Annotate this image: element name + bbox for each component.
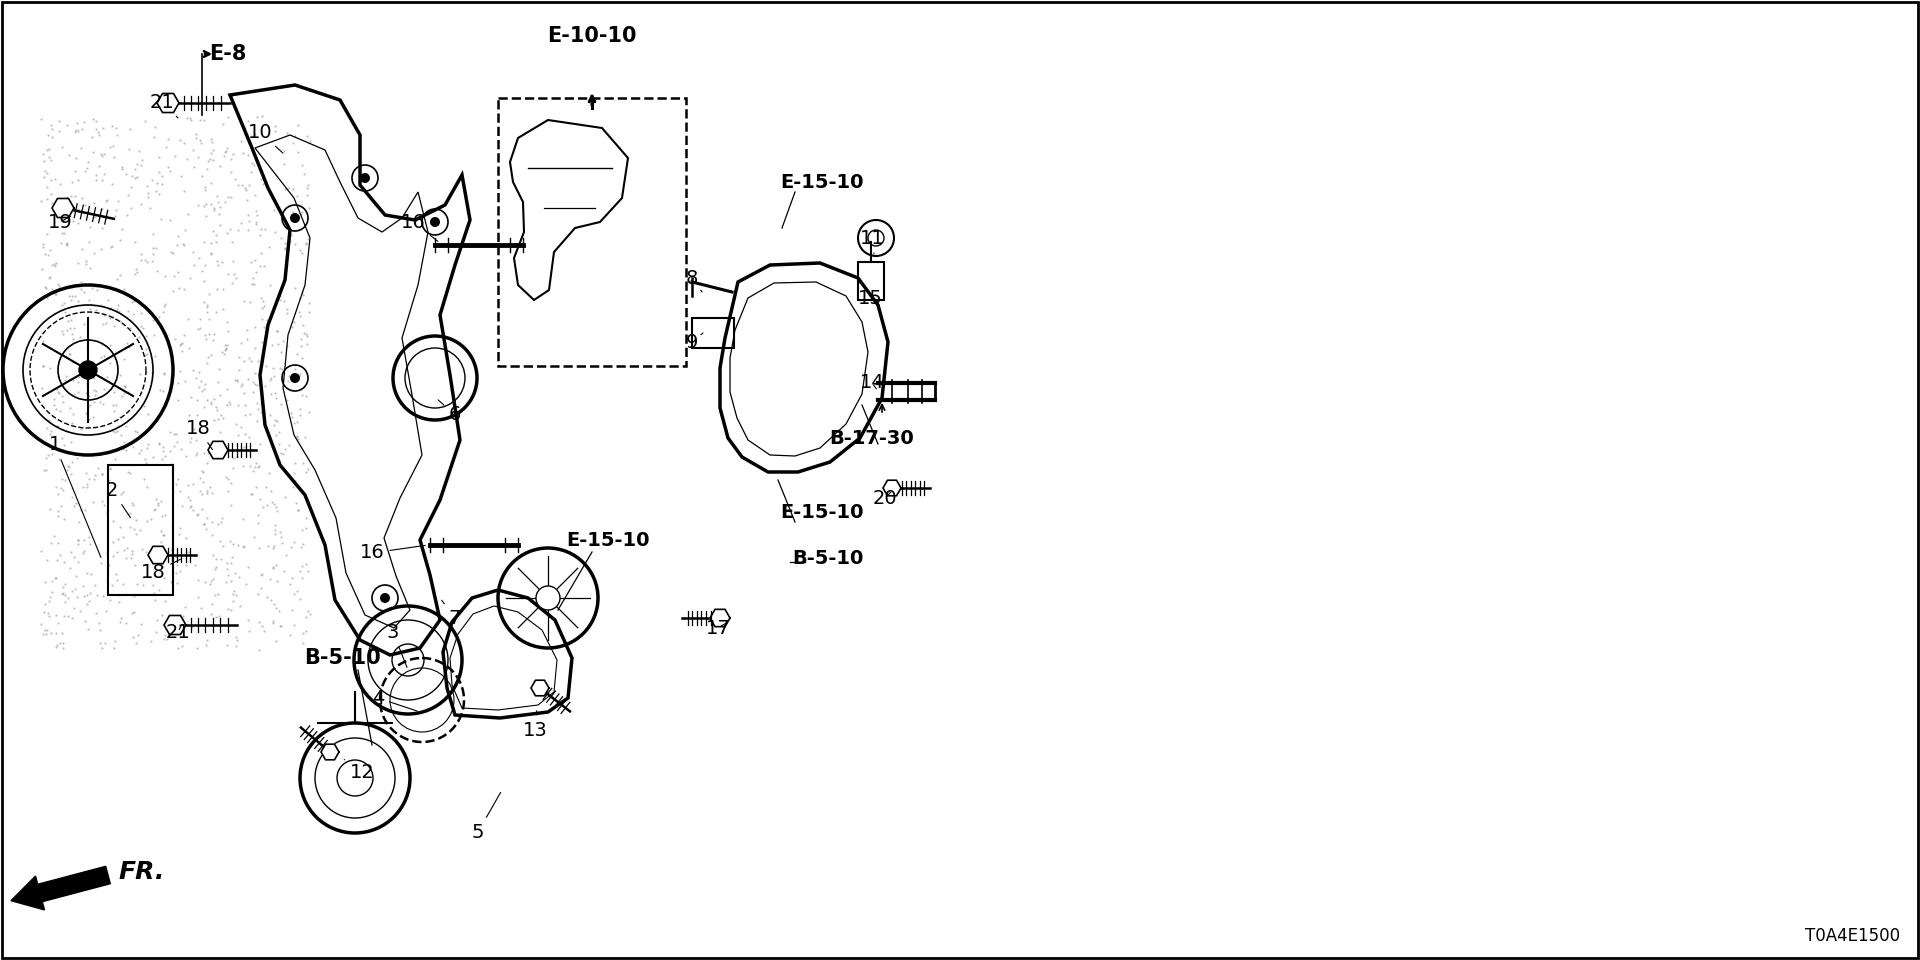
Text: E-15-10: E-15-10 [780,502,864,521]
Polygon shape [532,681,549,696]
Text: T0A4E1500: T0A4E1500 [1805,927,1901,945]
Polygon shape [710,610,730,627]
Text: E-10-10: E-10-10 [547,26,637,46]
Circle shape [430,217,440,227]
Text: 18: 18 [186,419,213,449]
Text: 21: 21 [165,622,190,641]
FancyArrow shape [12,866,109,910]
Text: 2: 2 [106,481,131,517]
Text: 17: 17 [707,618,730,637]
Bar [497,98,685,366]
Text: 15: 15 [858,283,883,307]
Polygon shape [157,93,179,112]
Polygon shape [148,546,169,564]
Text: 6: 6 [438,400,461,424]
Text: 13: 13 [522,710,547,739]
Bar [108,465,173,595]
Text: 1: 1 [48,436,102,558]
Text: FR.: FR. [117,860,165,884]
Circle shape [380,593,390,603]
Text: E-15-10: E-15-10 [566,531,649,549]
Circle shape [361,173,371,183]
Circle shape [290,213,300,223]
Bar [691,318,733,348]
Text: 7: 7 [442,600,461,628]
Text: 8: 8 [685,269,703,292]
Polygon shape [163,615,186,635]
Text: 3: 3 [386,622,407,667]
Text: 10: 10 [248,123,282,154]
Text: E-8: E-8 [209,44,246,64]
Polygon shape [207,442,228,459]
Text: 14: 14 [860,373,885,393]
Text: 21: 21 [150,92,179,118]
Circle shape [290,373,300,383]
Text: 5: 5 [472,792,501,842]
Bar [858,262,883,300]
Text: B-5-10: B-5-10 [793,548,864,567]
Text: B-5-10: B-5-10 [303,648,380,668]
Text: E-15-10: E-15-10 [780,173,864,191]
Text: 16: 16 [359,543,424,563]
Circle shape [536,586,561,610]
Text: 20: 20 [874,489,897,508]
Text: 11: 11 [860,228,885,254]
Polygon shape [321,744,340,759]
Text: 12: 12 [344,759,374,781]
Polygon shape [883,480,900,495]
Text: 9: 9 [685,332,703,351]
Text: 4: 4 [372,688,417,711]
Polygon shape [52,199,75,218]
Text: 18: 18 [140,560,180,583]
Text: B-17-30: B-17-30 [829,428,914,447]
Circle shape [79,361,98,379]
Text: 16: 16 [401,212,438,241]
Text: 19: 19 [48,212,73,231]
